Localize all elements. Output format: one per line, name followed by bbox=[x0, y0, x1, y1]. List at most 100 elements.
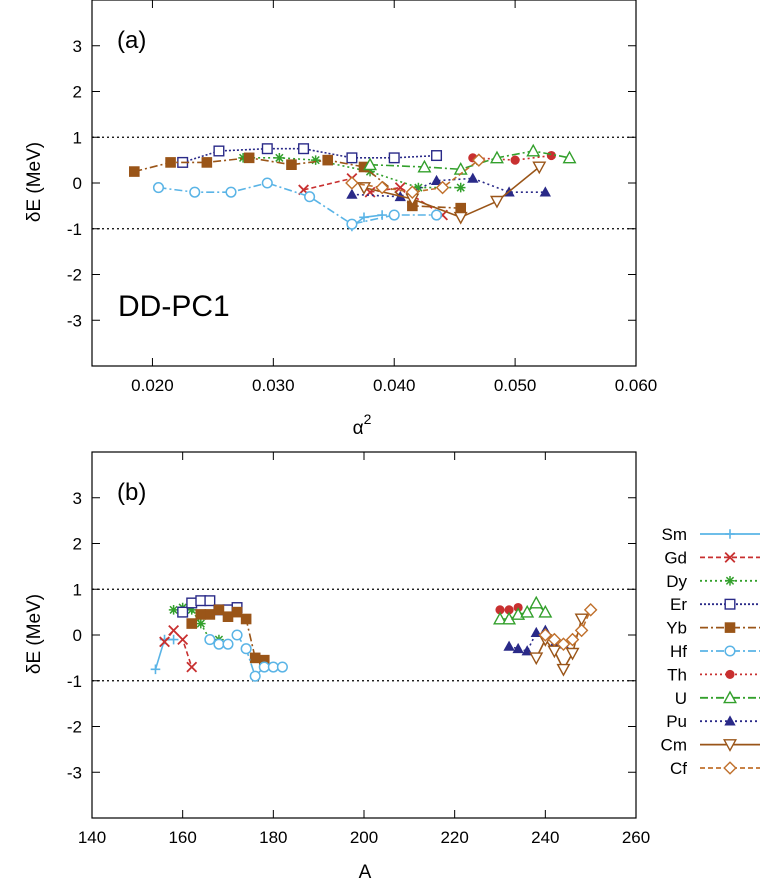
data-point-yb bbox=[322, 154, 334, 166]
y-tick-label: 3 bbox=[73, 489, 82, 508]
x-tick-label: 180 bbox=[259, 828, 287, 847]
legend-label: U bbox=[675, 689, 687, 708]
y-tick-label: 2 bbox=[73, 83, 82, 102]
data-point-er bbox=[177, 606, 189, 618]
data-point-cm bbox=[357, 182, 371, 195]
series-line-gd bbox=[163, 629, 193, 668]
data-point-cf bbox=[472, 153, 486, 167]
data-point-er bbox=[261, 143, 273, 155]
panel-a-xlabel-main: α bbox=[353, 418, 364, 439]
data-point-yb bbox=[231, 606, 243, 618]
data-point-hf bbox=[225, 186, 237, 198]
legend-marker bbox=[723, 761, 737, 775]
data-point-er bbox=[298, 143, 310, 155]
y-tick-label: 0 bbox=[73, 174, 82, 193]
data-point-yb bbox=[455, 202, 467, 214]
panel-a-series bbox=[129, 143, 577, 232]
data-point-sm bbox=[168, 634, 179, 645]
legend-label: Hf bbox=[670, 642, 687, 661]
data-point-pu bbox=[346, 188, 358, 199]
data-point-hf bbox=[258, 661, 270, 673]
data-point-er bbox=[346, 152, 358, 164]
data-point-dy bbox=[455, 182, 466, 193]
y-tick-label: -3 bbox=[67, 311, 82, 330]
data-point-cf bbox=[583, 603, 598, 617]
data-point-cm bbox=[565, 647, 580, 661]
data-point-pu bbox=[539, 186, 551, 197]
y-tick-label: 1 bbox=[73, 128, 82, 147]
data-point-dy bbox=[310, 155, 321, 165]
data-point-dy bbox=[274, 153, 285, 163]
panel-b-label: (b) bbox=[117, 479, 146, 506]
panel-a-label: (a) bbox=[117, 27, 146, 54]
data-point-u bbox=[489, 150, 504, 164]
data-point-yb bbox=[243, 152, 255, 164]
data-point-yb bbox=[129, 166, 140, 177]
data-point-hf bbox=[213, 638, 225, 650]
data-point-cm bbox=[529, 652, 544, 666]
legend-entry-cm: Cm bbox=[661, 736, 760, 755]
data-point-yb bbox=[195, 609, 207, 620]
data-point-cm bbox=[574, 613, 589, 627]
series-line-th bbox=[472, 154, 552, 161]
legend-label: Dy bbox=[666, 572, 687, 591]
legend-marker bbox=[724, 715, 736, 726]
data-point-cf bbox=[547, 632, 562, 647]
data-point-cf bbox=[556, 637, 571, 651]
y-tick-label: 1 bbox=[73, 580, 82, 599]
data-point-yb bbox=[240, 613, 252, 625]
data-point-dy bbox=[196, 618, 206, 629]
x-tick-label: 0.060 bbox=[615, 376, 658, 395]
data-point-hf bbox=[388, 209, 400, 221]
y-tick-label: -2 bbox=[67, 266, 82, 285]
legend-label: Th bbox=[667, 665, 687, 684]
series-yb bbox=[129, 152, 467, 214]
series-th bbox=[495, 602, 523, 615]
series-gd bbox=[298, 172, 449, 221]
data-point-pu bbox=[512, 642, 524, 654]
data-point-er bbox=[431, 150, 443, 162]
data-point-hf bbox=[304, 191, 316, 203]
series-line-pu bbox=[351, 177, 546, 198]
series-cf bbox=[538, 603, 598, 651]
data-point-cm bbox=[453, 211, 468, 225]
panel-b-series bbox=[150, 595, 598, 682]
data-point-dy bbox=[238, 153, 248, 163]
data-point-u bbox=[529, 595, 544, 609]
panel-b-reference-lines bbox=[92, 588, 636, 682]
data-point-yb bbox=[286, 159, 297, 170]
data-point-cf bbox=[375, 180, 389, 195]
series-u bbox=[493, 595, 553, 625]
data-point-cm bbox=[489, 195, 504, 209]
data-point-er bbox=[195, 595, 207, 607]
legend-marker bbox=[723, 739, 737, 752]
panel-a-xlabel-sup: 2 bbox=[364, 411, 372, 427]
data-point-er bbox=[213, 145, 225, 157]
series-er bbox=[177, 143, 443, 168]
data-point-yb bbox=[222, 611, 234, 623]
y-tick-label: 2 bbox=[73, 535, 82, 554]
legend-label: Cm bbox=[661, 736, 687, 755]
x-tick-label: 200 bbox=[350, 828, 378, 847]
data-point-hf bbox=[276, 661, 288, 673]
data-point-th bbox=[510, 155, 520, 165]
legend-entry-th: Th bbox=[667, 665, 760, 684]
series-hf bbox=[152, 177, 443, 230]
panel-a-ticks: 3 2 1 0 -1 -2 -3 0.020 0.030 0.040 0.050 0.060 bbox=[67, 0, 657, 395]
panel-a-annotation: DD-PC1 bbox=[118, 290, 230, 323]
x-tick-label: 0.040 bbox=[373, 376, 416, 395]
data-point-yb bbox=[165, 157, 176, 168]
legend-marker bbox=[725, 529, 735, 539]
series-cm bbox=[529, 613, 589, 677]
panel-b-ticks: 3 2 1 0 -1 -2 -3 140 160 180 200 220 240 260 bbox=[67, 452, 650, 847]
data-point-gd bbox=[159, 636, 170, 648]
data-point-yb bbox=[186, 618, 198, 629]
x-tick-label: 220 bbox=[440, 828, 468, 847]
x-tick-label: 0.020 bbox=[131, 376, 174, 395]
legend-entry-u: U bbox=[675, 689, 760, 708]
data-point-er bbox=[204, 595, 216, 607]
data-point-cm bbox=[556, 663, 571, 677]
legend-marker bbox=[724, 598, 736, 610]
data-point-gd bbox=[168, 624, 180, 636]
